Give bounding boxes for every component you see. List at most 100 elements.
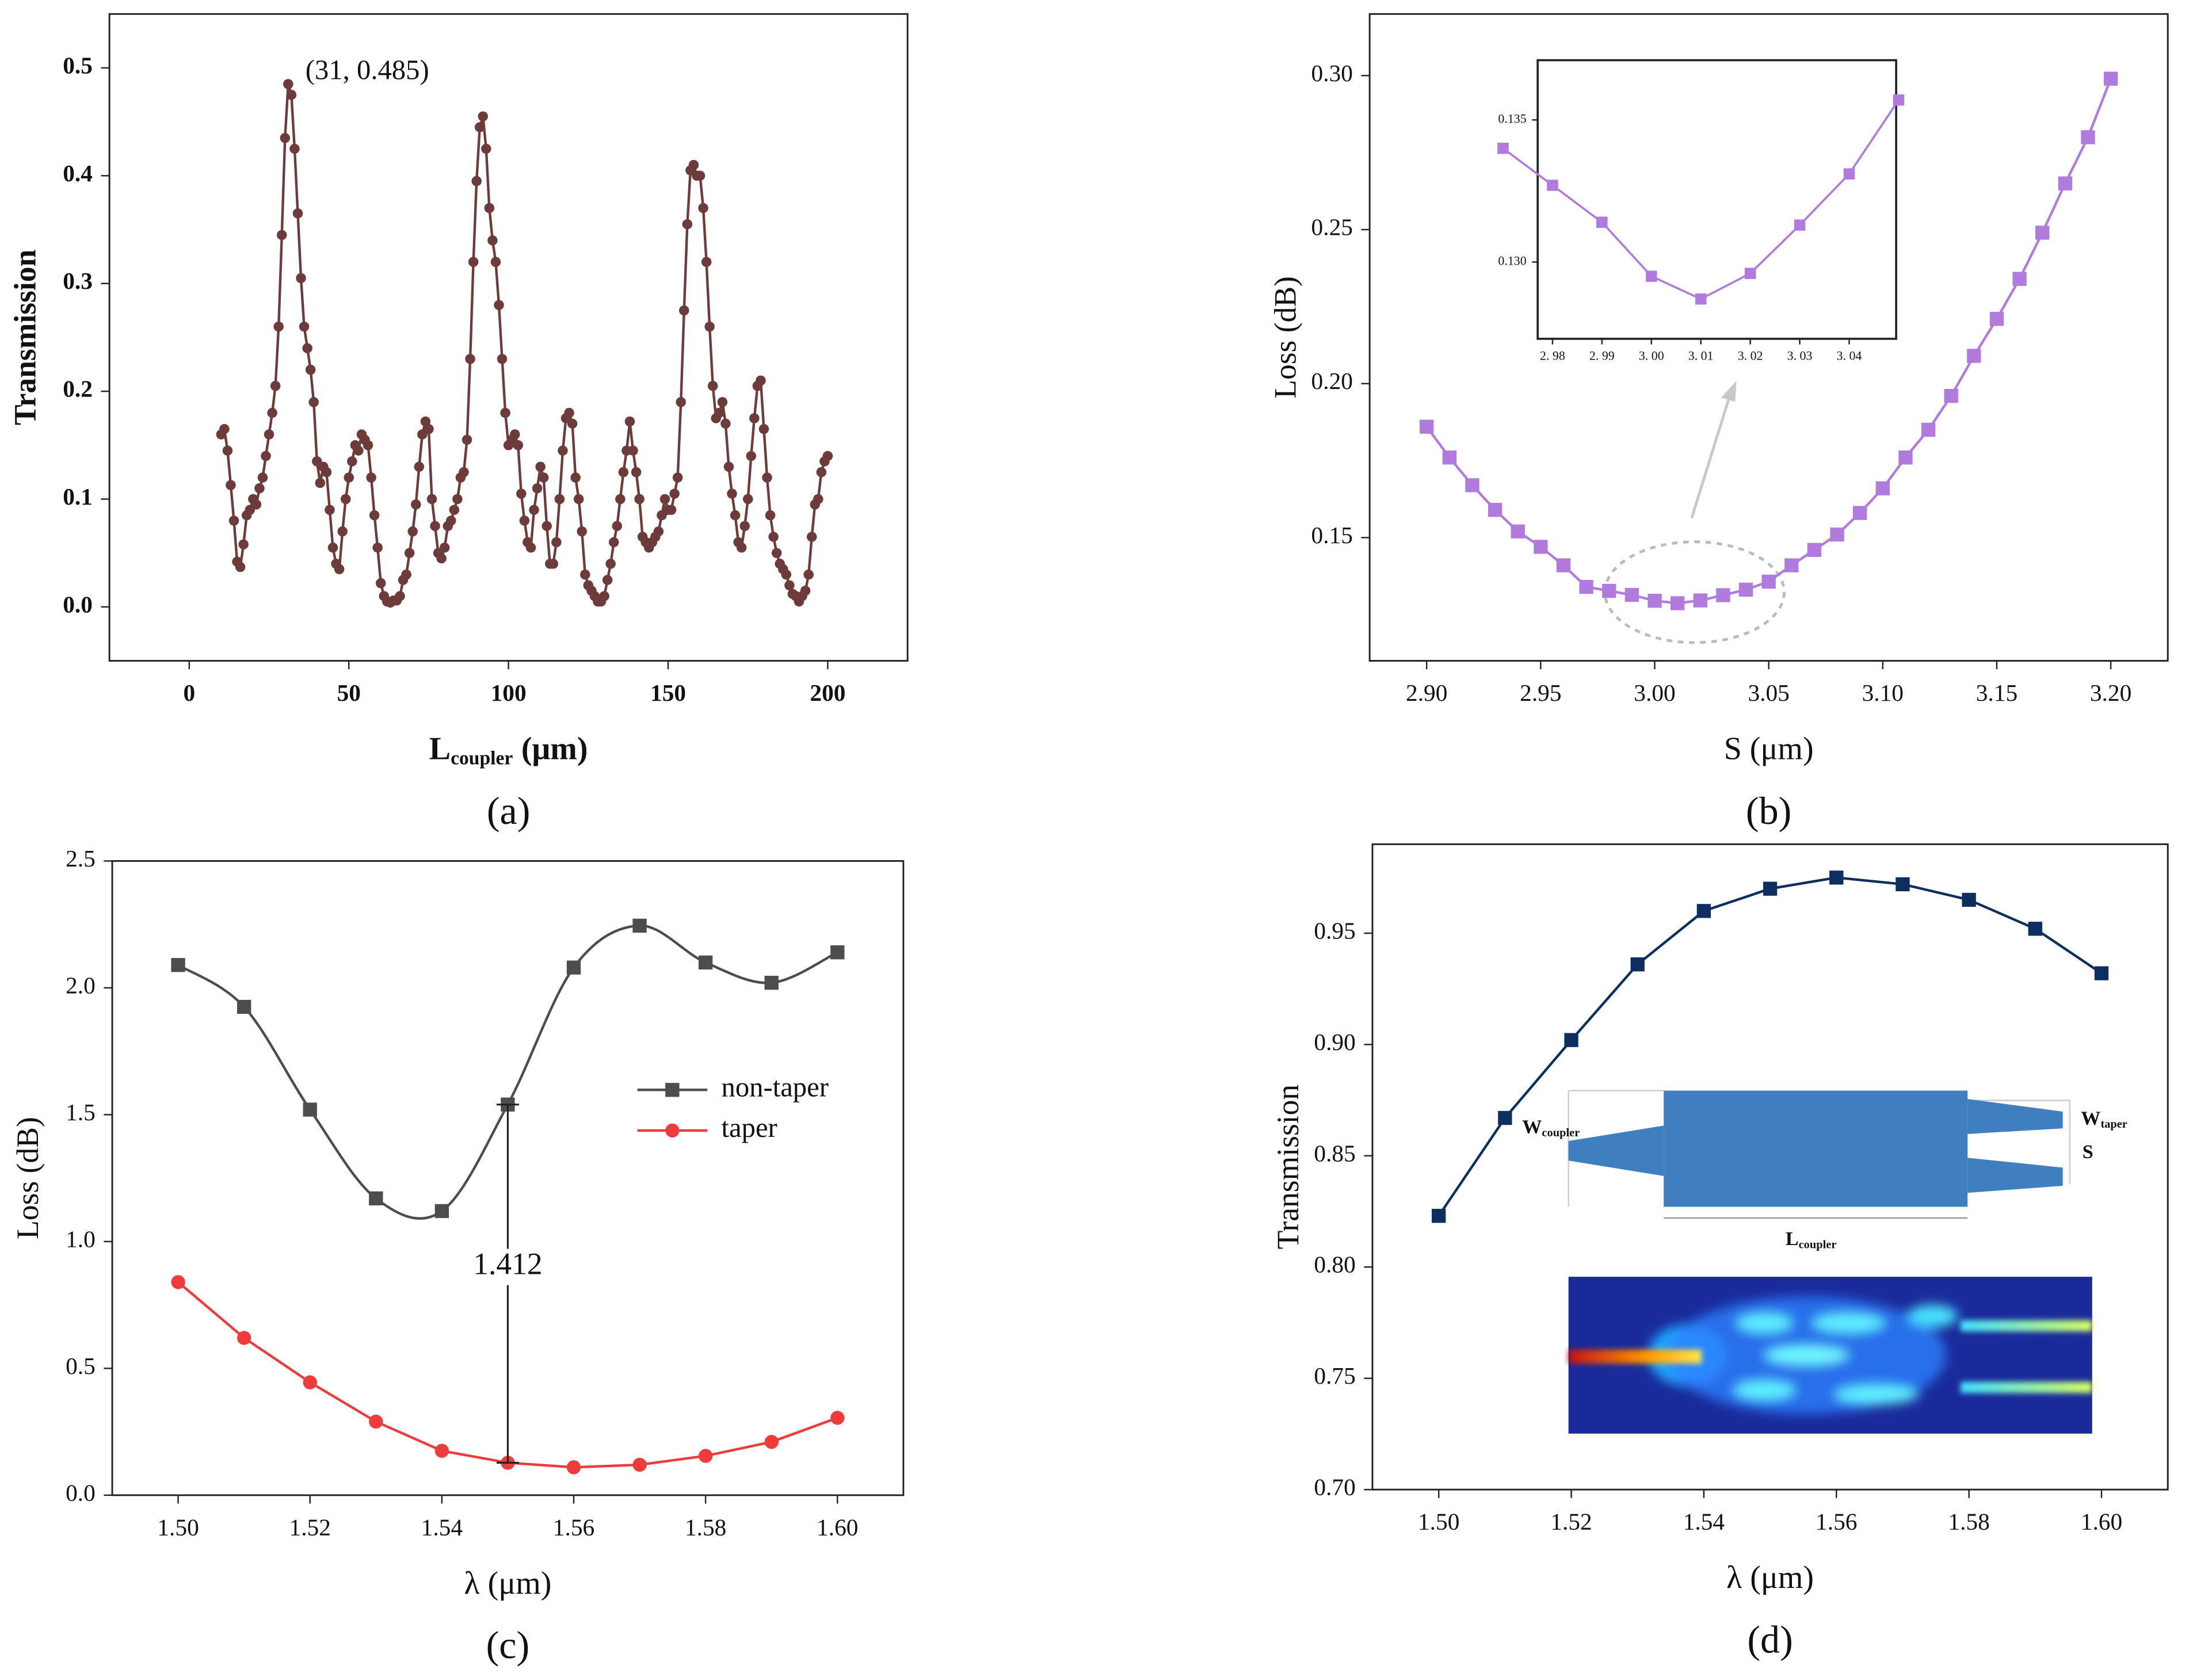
marker <box>535 461 546 472</box>
y-tick-label: 0.15 <box>1311 522 1353 548</box>
plot-area <box>216 79 833 608</box>
marker <box>618 467 629 478</box>
marker <box>436 553 447 564</box>
marker <box>567 418 578 429</box>
marker <box>1432 1209 1446 1223</box>
marker <box>816 467 827 478</box>
marker <box>347 456 357 467</box>
x-tick-label: 1.60 <box>817 1514 858 1540</box>
x-tick-label: 1.56 <box>553 1514 594 1540</box>
x-tick-label: 3. 01 <box>1688 349 1714 363</box>
marker <box>653 526 664 537</box>
marker <box>267 407 277 418</box>
y-tick-label: 0.130 <box>1498 253 1526 268</box>
schematic-label-main: S <box>2083 1141 2093 1163</box>
marker <box>1944 388 1958 403</box>
marker <box>634 494 645 505</box>
panel-label: (d) <box>1747 1617 1793 1661</box>
marker <box>321 467 332 478</box>
marker <box>781 569 792 580</box>
x-tick-label: 1.50 <box>1418 1509 1459 1535</box>
y-axis-label: Transmission <box>7 250 42 425</box>
marker <box>270 380 281 391</box>
marker <box>765 510 776 521</box>
marker <box>573 494 584 505</box>
marker <box>701 257 712 268</box>
marker <box>800 585 811 596</box>
marker <box>2103 71 2118 86</box>
schematic-label-main: W <box>1522 1116 1542 1137</box>
y-tick-label: 0.5 <box>63 52 93 79</box>
output-beam <box>1961 1381 2092 1393</box>
marker <box>308 397 319 407</box>
marker <box>305 364 316 375</box>
x-tick-label: 2. 99 <box>1589 349 1615 363</box>
marker <box>237 1331 251 1345</box>
marker <box>730 510 741 521</box>
marker <box>570 472 581 483</box>
marker <box>1596 216 1608 228</box>
marker <box>286 90 297 100</box>
field-blob <box>1835 1384 1919 1404</box>
panel-label: (b) <box>1746 789 1791 833</box>
marker <box>666 505 677 515</box>
y-tick-label: 2.0 <box>66 972 96 998</box>
marker <box>707 380 718 391</box>
inset-bg <box>1538 60 1897 339</box>
legend-label: non-taper <box>722 1072 829 1103</box>
marker <box>548 559 559 569</box>
marker <box>1843 168 1855 180</box>
y-axis-label: Loss (dB) <box>10 1117 45 1239</box>
marker <box>468 257 479 268</box>
y-tick-label: 0.3 <box>63 268 93 294</box>
marker <box>746 450 757 461</box>
output-beam <box>1961 1320 2092 1332</box>
marker <box>280 133 291 143</box>
x-tick-label: 50 <box>337 679 361 706</box>
marker <box>459 467 469 478</box>
marker <box>615 494 626 505</box>
marker <box>276 230 287 240</box>
marker <box>1624 587 1639 602</box>
marker <box>325 505 335 515</box>
marker <box>519 516 530 526</box>
marker <box>566 1460 581 1475</box>
x-tick-label: 1.52 <box>289 1514 331 1540</box>
y-tick-label: 0.80 <box>1314 1251 1355 1278</box>
marker <box>302 343 312 353</box>
schematic-label: Wcoupler <box>1522 1116 1580 1139</box>
marker <box>669 488 680 499</box>
marker <box>830 1411 845 1425</box>
y-axis-label: Transmission <box>1271 1085 1305 1250</box>
x-axis-label-sub: coupler <box>451 747 513 769</box>
x-tick-label: 1.56 <box>1816 1509 1857 1535</box>
marker <box>516 488 527 499</box>
marker <box>739 521 750 532</box>
marker <box>764 1435 779 1449</box>
marker <box>481 143 491 154</box>
marker <box>1670 596 1685 610</box>
marker <box>698 1449 713 1463</box>
y-tick-label: 1.5 <box>66 1099 96 1125</box>
marker <box>2012 272 2027 286</box>
annotation: (31, 0.485) <box>306 55 429 86</box>
marker <box>762 472 772 483</box>
marker <box>171 958 185 972</box>
legend-label: taper <box>722 1112 777 1143</box>
marker <box>1893 94 1905 106</box>
marker <box>2094 966 2109 980</box>
marker <box>372 543 383 553</box>
y-tick-label: 0.1 <box>63 483 93 510</box>
marker <box>714 407 724 418</box>
annotation: 1.412 <box>473 1246 542 1281</box>
marker <box>682 219 693 230</box>
marker <box>334 564 345 575</box>
marker <box>1695 293 1707 305</box>
marker <box>434 1204 449 1219</box>
marker <box>222 445 233 456</box>
marker <box>474 122 485 132</box>
schematic-label: Lcoupler <box>1786 1228 1837 1251</box>
marker <box>238 539 249 549</box>
marker <box>736 543 747 553</box>
